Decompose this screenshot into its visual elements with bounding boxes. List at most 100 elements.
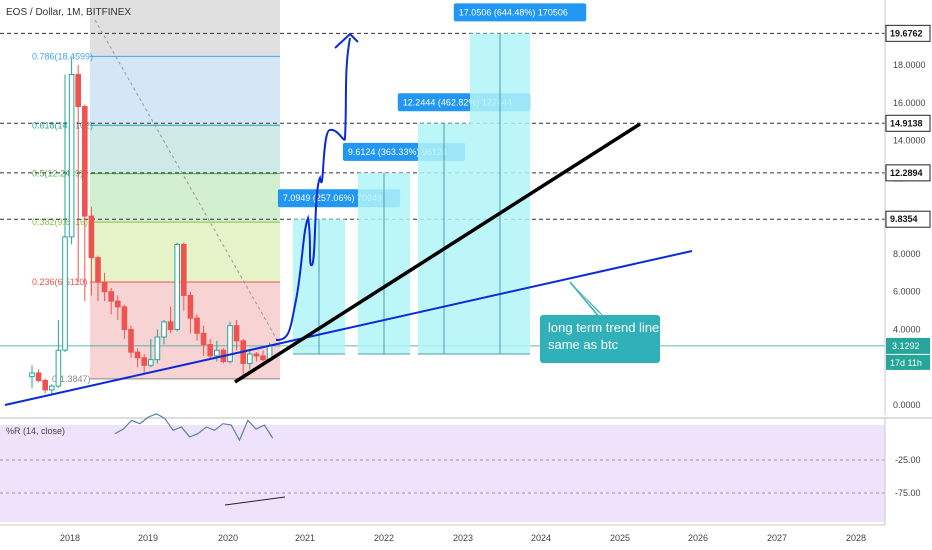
chart-title: EOS / Dollar, 1M, BITFINEX [6,7,131,18]
williams-r-band [0,425,885,522]
fib-zone-0.5 [90,173,280,223]
annotation-pointer [569,281,601,319]
countdown-tag: 17d 11h [890,358,922,368]
candle-body-2019-03 [161,321,167,338]
candle-body-2019-07 [187,294,194,319]
fib-zone-top [90,0,280,57]
fib-zone-0.618 [90,125,280,174]
candle-body-2017-12 [62,236,68,351]
candle-body-2017-10 [49,385,55,391]
candle-body-2018-01 [68,73,75,238]
projection-label-1: 9.6124 (363.33%) 96124 [348,147,447,157]
projected-path-arrow [275,37,351,341]
price-tick-2: 4.0000 [893,324,921,334]
target-tag-3: 19.6762 [890,28,923,38]
candle-body-2017-09 [42,379,49,391]
fib-level-label-0: 0(1.3847) [52,374,91,384]
time-tick-2018: 2018 [60,533,80,543]
candle-body-2019-09 [200,332,207,346]
candle-body-2017-08 [35,372,42,381]
steep-trend-line [234,122,641,384]
annotation-line2: same as btc [548,337,619,352]
target-tag-bg-0 [885,210,931,228]
williams-r-line [114,413,274,442]
candle-body-2019-04 [167,321,174,330]
williams-r-trend-line [224,496,286,506]
current-price-tag-bg [886,337,930,354]
current-price-tag: 3.1292 [892,341,920,351]
candle-body-2018-03 [82,106,88,217]
annotation-pointer-head [568,280,606,318]
candle-body-2019-08 [194,317,200,334]
projection-boxes: 7.0949 (257.06%) 70949 9.6124 (363.33%) 9… [277,3,587,355]
candle-body-2018-05 [95,257,101,283]
time-tick-2026: 2026 [688,533,708,543]
candle-body-2018-12 [141,357,147,366]
price-tick-4: 8.0000 [893,249,921,259]
price-tick-0: 0.0000 [893,400,921,410]
time-tick-2028: 2028 [846,533,866,543]
price-tick-3: 6.0000 [893,287,921,297]
projected-path-arrowhead [334,32,359,49]
candle-body-2018-04 [88,215,95,259]
time-tick-2025: 2025 [610,533,630,543]
price-tick-7: 14.0000 [893,136,926,146]
projection-label-0: 7.0949 (257.06%) 70949 [283,193,382,203]
candle-body-2020-05 [253,353,260,357]
fib-level-label-0.382: 0.382(9.6816) [32,217,88,227]
time-tick-2021: 2021 [295,533,315,543]
candle-body-2018-08 [115,300,121,308]
candle-body-2019-06 [181,243,187,296]
fib-level-label-0.236: 0.236(6.5110) [32,277,87,287]
candle-body-2018-02 [75,73,82,108]
candle-body-2018-11 [134,351,141,359]
projection-label-3: 17.0506 (644.48%) 170506 [459,7,568,17]
time-tick-2024: 2024 [531,533,551,543]
candle-body-2017-07 [29,372,35,378]
candle-body-2019-02 [154,336,161,361]
fib-level-label-0.5: 0.5(12.2469) [32,169,83,179]
time-tick-2023: 2023 [453,533,473,543]
time-tick-2020: 2020 [218,533,238,543]
candle-body-2020-04 [247,353,253,364]
candle-body-2019-01 [148,359,154,366]
candle-body-2019-10 [207,344,213,357]
fib-zone-0.786 [90,56,280,126]
countdown-tag-bg [886,354,930,370]
price-tick-8: 16.0000 [893,98,926,108]
fib-level-label-0.618: 0.618(14.8102) [32,120,93,130]
price-tick-9: 18.0000 [893,60,926,70]
projection-label-bg-3 [453,3,587,22]
williams-r-level-label-lower: -75.00 [895,488,921,498]
candle-body-2018-07 [108,291,115,302]
candle-body-2018-09 [121,306,128,330]
time-tick-2019: 2019 [138,533,158,543]
target-tag-bg-3 [885,24,931,42]
candle-body-2018-06 [101,281,108,293]
time-tick-2022: 2022 [374,533,394,543]
indicator-label: %R (14, close) [6,426,65,436]
candle-body-2020-02 [233,325,240,342]
target-tag-2: 14.9138 [890,118,923,128]
candle-body-2020-01 [227,325,233,363]
candle-body-2019-05 [174,243,180,330]
fib-diagonal-dashed-line [94,19,281,346]
target-tag-1: 12.2894 [890,168,923,178]
time-axis: 2018 2019 2020 2021 2022 2023 2024 2025 2026 2027… [60,533,866,543]
long-term-trend-line [4,250,693,406]
target-tag-bg-1 [885,164,931,182]
target-tag-0: 9.8354 [890,214,918,224]
candle-body-2019-11 [214,349,220,357]
williams-r-level-label-upper: -25.00 [895,455,921,465]
annotation-callout: long term trend line same as btc [540,315,660,363]
target-tag-bg-2 [885,114,931,132]
annotation-line1: long term trend line [548,320,659,335]
candle-body-2017-11 [55,349,62,387]
trend-drawings [4,19,693,406]
candle-body-2020-06 [260,355,266,361]
candle-body-2018-10 [128,328,134,353]
fib-level-label-0.786: 0.786(18.4599) [32,51,93,61]
price-tags: 9.8354 12.2894 14.9138 19.6762 3.1292 17d 11h [885,24,931,370]
time-tick-2027: 2027 [767,533,787,543]
